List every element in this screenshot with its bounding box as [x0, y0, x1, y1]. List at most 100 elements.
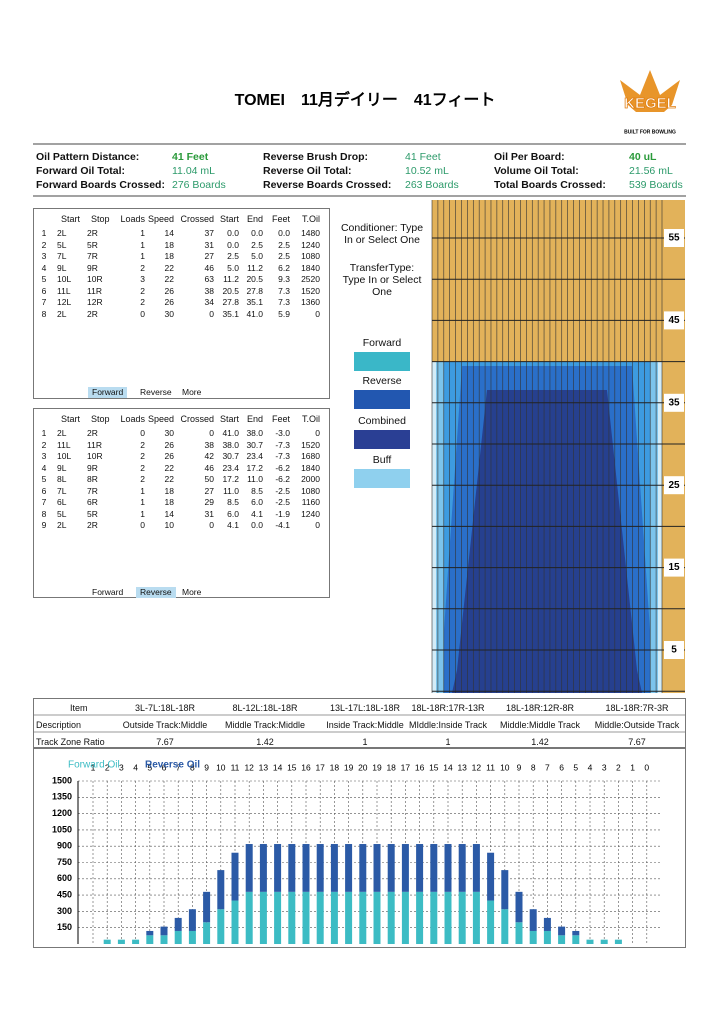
feet-label: 55 [668, 233, 680, 244]
table-cell: 2 [140, 451, 145, 461]
table-cell: 0.0 [251, 520, 263, 530]
y-tick-label: 150 [57, 922, 72, 932]
table-cell: 1520 [301, 285, 320, 296]
table-cell: 7L [57, 485, 67, 496]
x-tick-label: 0 [644, 762, 649, 772]
table-cell: 18 [164, 485, 174, 496]
x-tick-label: 5 [573, 762, 578, 772]
table-cell: 46 [204, 262, 214, 273]
table-cell: 11L [57, 285, 71, 296]
bar [359, 891, 367, 944]
x-tick-label: 9 [204, 762, 209, 772]
x-tick-label: 18 [330, 762, 340, 772]
table-cell: 2R [87, 228, 98, 238]
table-cell: 26 [164, 297, 174, 307]
table-cell: 27 [204, 251, 214, 261]
bar [302, 844, 310, 892]
bar [487, 852, 495, 901]
legend-swatch [354, 430, 410, 449]
table-cell: 17.2 [222, 474, 239, 484]
x-tick-label: 15 [429, 762, 439, 772]
bar [614, 939, 622, 944]
x-tick-label: 4 [588, 762, 593, 772]
x-tick-label: 8 [531, 762, 536, 772]
bar [401, 891, 409, 944]
summary-label: Oil Per Board: [494, 151, 565, 163]
zone-cell: MIddle:Inside Track [408, 720, 488, 730]
table-cell: 5L [57, 508, 67, 519]
zone-cell: 18L-18R:12R-8R [505, 703, 575, 713]
bar [345, 891, 353, 944]
bar [472, 844, 480, 892]
table-cell: 12L [57, 297, 72, 307]
table-cell: 38 [204, 439, 214, 450]
bar [174, 917, 182, 931]
bar [203, 891, 211, 923]
table-cell: 4 [41, 462, 47, 473]
table-cell: 9R [87, 262, 98, 273]
table-cell: 3 [41, 251, 47, 261]
sheet-tab[interactable]: Forward [88, 387, 128, 398]
table-cell: 10 [164, 520, 174, 530]
x-tick-label: 10 [500, 762, 510, 772]
summary-label: Forward Boards Crossed: [36, 179, 165, 191]
sheet-tab[interactable]: More [182, 387, 202, 397]
table-cell: 5R [87, 508, 98, 519]
table-cell: 1360 [301, 297, 320, 307]
table-cell: -7.3 [275, 439, 290, 450]
table-cell: 9 [41, 520, 47, 530]
table-cell: 11.2 [223, 274, 239, 284]
bar [160, 926, 168, 936]
sheet-tab[interactable]: Reverse [140, 387, 172, 397]
table-cell: 6.0 [251, 497, 263, 507]
y-tick-label: 1350 [52, 792, 72, 802]
table-cell: 7.3 [278, 297, 290, 307]
table-cell: 1160 [301, 497, 320, 507]
table-cell: 37 [204, 228, 214, 238]
bar [345, 844, 353, 892]
bar [146, 935, 154, 944]
table-cell: 0 [209, 428, 214, 438]
table-cell: 7.3 [278, 285, 290, 296]
x-tick-label: 3 [602, 762, 607, 772]
zone-cell: Inside Track:Middle [326, 720, 404, 730]
x-tick-label: 19 [344, 762, 354, 772]
table-cell: 18 [164, 251, 174, 261]
column-header: Stop [91, 214, 110, 224]
sheet-tab[interactable]: Reverse [136, 587, 176, 598]
summary-label: Oil Pattern Distance: [36, 151, 140, 163]
x-tick-label: 4 [133, 762, 138, 772]
bar [231, 900, 239, 944]
table-cell: 2 [41, 239, 47, 250]
bar [274, 844, 282, 892]
bar [373, 844, 381, 892]
zone-cell: 18L-18R:17R-13R [411, 703, 485, 713]
table-cell: 9L [57, 462, 67, 473]
table-cell: 0.0 [227, 239, 239, 250]
bar [288, 891, 296, 944]
zone-table-box [33, 698, 686, 748]
feet-label-box [664, 641, 684, 659]
bar [316, 891, 324, 944]
table-cell: 8.5 [251, 485, 263, 496]
table-cell: 5 [41, 274, 47, 284]
table-cell: 14 [164, 508, 174, 519]
table-cell: 7 [41, 297, 47, 307]
table-cell: 1240 [301, 508, 320, 519]
table-cell: 4.1 [227, 520, 239, 530]
column-header: Feet [271, 414, 290, 424]
table-cell: 6 [41, 285, 47, 296]
sheet-tab[interactable]: Forward [92, 587, 124, 597]
x-tick-label: 6 [162, 762, 167, 772]
zone-cell: 1.42 [256, 737, 274, 747]
table-cell: 7 [41, 497, 47, 507]
table-cell: 9L [57, 262, 67, 273]
table-cell: 27.8 [246, 285, 263, 296]
summary-label: Volume Oil Total: [494, 165, 579, 177]
sheet-tab[interactable]: More [182, 587, 202, 597]
x-tick-label: 20 [358, 762, 368, 772]
bar [316, 844, 324, 892]
bar [188, 930, 196, 944]
table-cell: 2R [87, 308, 98, 319]
table-cell: 1520 [301, 439, 320, 450]
